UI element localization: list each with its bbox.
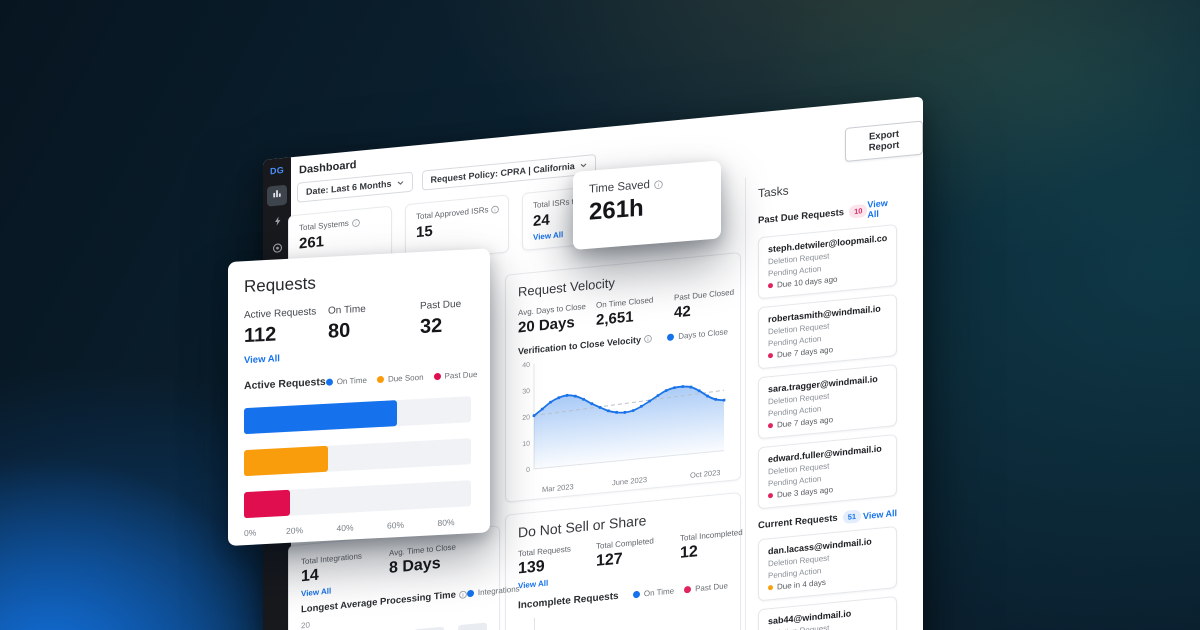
legend-item: Past Due <box>684 581 728 594</box>
y-axis-stub <box>534 617 535 630</box>
do-not-sell-card: Do Not Sell or Share Total Requests 139 … <box>505 491 743 630</box>
svg-text:10: 10 <box>522 441 530 449</box>
legend-item: Days to Close <box>667 327 728 342</box>
svg-text:i: i <box>647 337 649 343</box>
svg-text:30: 30 <box>522 388 530 396</box>
integration-bar <box>414 626 444 630</box>
view-all-link[interactable]: View All <box>867 197 888 220</box>
legend-dot-icon <box>632 590 640 599</box>
chevron-down-icon <box>397 177 404 188</box>
legend-dot-icon <box>433 372 441 380</box>
view-all-link[interactable]: View All <box>862 507 897 521</box>
tasks-panel: Tasks Past Due Requests 10 View All steph… <box>745 161 909 630</box>
active-requests-bar-chart <box>244 396 474 519</box>
task-card[interactable]: edward.fuller@windmail.io Deletion Reque… <box>758 433 897 510</box>
legend-dot-icon <box>684 585 692 594</box>
due-dot-icon <box>768 492 773 499</box>
due-dot-icon <box>768 422 773 429</box>
policy-filter-dropdown[interactable]: Request Policy: CPRA | California <box>421 153 596 191</box>
svg-text:0: 0 <box>526 467 530 474</box>
bar-row <box>244 396 474 435</box>
legend-dot-icon <box>466 589 474 598</box>
task-card[interactable]: sara.tragger@windmail.io Deletion Reques… <box>758 363 897 440</box>
legend-dot-icon <box>376 375 384 383</box>
svg-text:40: 40 <box>522 362 530 370</box>
task-card[interactable]: dan.lacass@windmail.io Deletion Request … <box>758 525 897 602</box>
info-icon: i <box>491 205 500 214</box>
stat-total-systems: Total Systems i 261 <box>288 205 392 274</box>
task-card[interactable]: robertasmith@windmail.io Deletion Reques… <box>758 293 897 370</box>
integration-bar <box>457 622 487 630</box>
requests-summary-card: Requests Active Requests 112 On Time 80 … <box>228 248 490 546</box>
tasks-title: Tasks <box>758 183 789 201</box>
dashboard-window: DG <box>263 96 923 630</box>
request-velocity-card: Request Velocity Avg. Days to Close 20 D… <box>505 251 741 503</box>
date-filter-dropdown[interactable]: Date: Last 6 Months <box>297 171 413 203</box>
stat-approved-isrs: Total Approved ISRs i 15 <box>405 194 509 263</box>
info-icon: i <box>351 218 360 227</box>
view-all-link[interactable]: View All <box>244 353 280 367</box>
x-tick: 20% <box>285 525 304 536</box>
svg-text:i: i <box>462 592 464 598</box>
time-saved-card: Time Saved i 261h <box>573 160 721 250</box>
filter-bar: Date: Last 6 Months Request Policy: CPRA… <box>297 153 596 203</box>
page-title: Dashboard <box>299 158 357 177</box>
svg-text:i: i <box>355 221 356 227</box>
chevron-down-icon <box>580 160 587 171</box>
info-icon: i <box>459 590 467 599</box>
due-dot-icon <box>768 352 773 359</box>
info-icon: i <box>654 179 663 189</box>
task-card[interactable]: steph.detwiler@loopmail.com Deletion Req… <box>758 223 897 300</box>
integrations-card: Total Integrations 14 View All Avg. Time… <box>288 525 520 630</box>
svg-text:i: i <box>658 182 659 188</box>
due-dot-icon <box>768 282 773 289</box>
bar-past-due <box>244 489 290 519</box>
bar-row <box>244 438 474 477</box>
legend-item: Due Soon <box>376 372 424 383</box>
export-report-button[interactable]: Export Report <box>845 120 923 162</box>
count-badge: 51 <box>842 509 862 525</box>
stat-cards-row: Total Systems i 261 Total Approved ISRs … <box>288 181 640 274</box>
legend-item: On Time <box>325 375 367 386</box>
svg-text:20: 20 <box>522 414 530 422</box>
legend-item: Past Due <box>433 369 477 380</box>
days-to-close-line-chart: 0 10 20 30 40 <box>522 362 726 474</box>
x-tick: 0% <box>244 527 257 539</box>
info-icon: i <box>644 335 652 344</box>
legend-dot-icon <box>667 332 675 341</box>
svg-text:i: i <box>495 207 496 213</box>
task-card[interactable]: sab44@windmail.io Deletion Request Pendi… <box>758 595 897 630</box>
bar-due-soon <box>244 445 329 477</box>
bar-on-time <box>244 400 398 435</box>
active-requests-legend: On Time Due Soon Past Due <box>325 369 477 386</box>
nav-risk[interactable] <box>267 239 287 261</box>
target-icon <box>272 240 283 259</box>
velocity-legend: Days to Close <box>667 327 728 342</box>
count-badge: 10 <box>849 203 868 219</box>
datagrail-logo: DG <box>270 164 284 177</box>
due-dot-icon <box>768 584 773 591</box>
x-tick: 60% <box>386 519 405 531</box>
card-title: Requests <box>244 273 316 297</box>
legend-item: On Time <box>632 586 674 599</box>
incomplete-requests-legend: On Time Past Due <box>632 581 728 599</box>
legend-dot-icon <box>325 378 333 386</box>
lightning-icon <box>272 213 283 232</box>
x-tick: 40% <box>336 522 354 534</box>
bar-row <box>244 480 474 519</box>
nav-analytics[interactable] <box>267 184 287 207</box>
nav-activity[interactable] <box>267 212 287 234</box>
x-tick: 80% <box>437 517 455 529</box>
bar-chart-icon <box>271 186 283 205</box>
